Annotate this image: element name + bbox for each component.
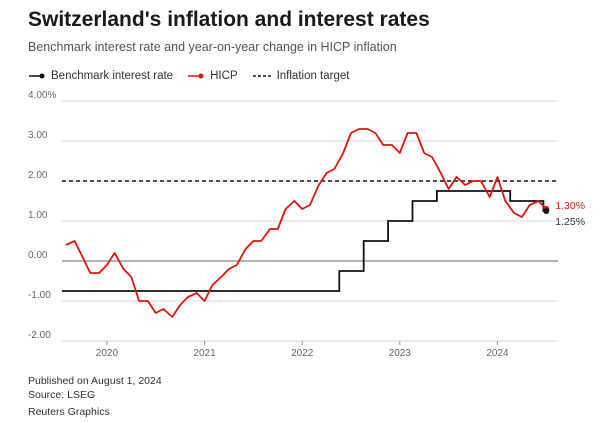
hicp-line bbox=[65, 128, 547, 318]
legend-item-target: Inflation target bbox=[252, 70, 350, 82]
y-tick-label: -2.00 bbox=[28, 330, 51, 341]
chart-title: Switzerland's inflation and interest rat… bbox=[28, 8, 430, 31]
y-tick-label: 4.00% bbox=[28, 90, 56, 101]
y-tick-label: 3.00 bbox=[28, 130, 48, 141]
hicp-end-label: 1.30% bbox=[555, 200, 585, 212]
legend: Benchmark interest rate HICP Inflation t… bbox=[28, 70, 363, 82]
y-tick-label: -1.00 bbox=[28, 290, 51, 301]
legend-label-hicp: HICP bbox=[210, 70, 238, 82]
x-tick-label: 2022 bbox=[291, 348, 314, 359]
legend-label-rate: Benchmark interest rate bbox=[51, 70, 174, 82]
y-tick-label: 1.00 bbox=[28, 210, 48, 221]
y-tick-label: 0.00 bbox=[28, 250, 48, 261]
rate-end-marker bbox=[543, 208, 550, 214]
x-tick-label: 2021 bbox=[193, 348, 216, 359]
benchmark-rate-line bbox=[62, 190, 547, 292]
legend-item-rate: Benchmark interest rate bbox=[28, 70, 173, 82]
y-tick-label: 2.00 bbox=[28, 170, 48, 181]
x-tick-label: 2024 bbox=[486, 348, 509, 359]
x-tick-label: 2020 bbox=[96, 348, 119, 359]
legend-swatch-hicp bbox=[188, 73, 204, 79]
legend-swatch-rate bbox=[29, 73, 45, 79]
x-tick-label: 2023 bbox=[389, 348, 412, 359]
chart-subtitle: Benchmark interest rate and year-on-year… bbox=[28, 40, 397, 54]
legend-label-target: Inflation target bbox=[276, 70, 350, 82]
footer-source: Source: LSEG bbox=[28, 389, 96, 401]
legend-item-hicp: HICP bbox=[187, 70, 238, 82]
footer-published: Published on August 1, 2024 bbox=[28, 375, 162, 387]
legend-swatch-target bbox=[252, 75, 271, 77]
footer-credit: Reuters Graphics bbox=[28, 406, 110, 418]
rate-end-label: 1.25% bbox=[555, 216, 585, 228]
